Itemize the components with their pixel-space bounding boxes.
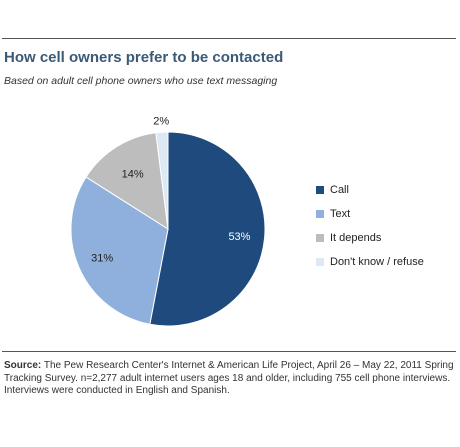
legend-swatch: [316, 234, 324, 242]
source-text: The Pew Research Center's Internet & Ame…: [4, 360, 454, 396]
pie-slices: [70, 131, 266, 327]
legend-swatch: [316, 210, 324, 218]
legend-label: Call: [330, 184, 349, 196]
chart-title: How cell owners prefer to be contacted: [4, 49, 284, 66]
pie-slice-don-t-know-refuse: [155, 131, 169, 230]
legend-swatch: [316, 186, 324, 194]
legend-label: It depends: [330, 232, 382, 244]
legend-label: Don't know / refuse: [330, 256, 424, 268]
legend-label: Text: [330, 208, 351, 220]
pie-slice-it-depends: [85, 132, 169, 230]
top-divider: [2, 38, 456, 39]
pie-value-labels: 53% 31% 14% 2%: [91, 116, 251, 265]
chart-subtitle: Based on adult cell phone owners who use…: [4, 75, 278, 87]
pie-value-label: 31%: [91, 253, 113, 265]
pie-slice-call: [149, 131, 266, 327]
pie-value-label: 2%: [153, 116, 169, 128]
legend-item: It depends: [316, 232, 424, 244]
legend-swatch: [316, 258, 324, 266]
legend-item: Text: [316, 208, 424, 220]
pie-value-label: 14%: [122, 168, 144, 180]
pie-value-label: 53%: [228, 231, 250, 243]
bottom-divider: [2, 351, 456, 352]
chart-legend: Call Text It depends Don't know / refuse: [316, 184, 424, 280]
legend-item: Don't know / refuse: [316, 256, 424, 268]
source-note: Source: The Pew Research Center's Intern…: [4, 360, 456, 398]
legend-item: Call: [316, 184, 424, 196]
source-label: Source:: [4, 360, 42, 371]
